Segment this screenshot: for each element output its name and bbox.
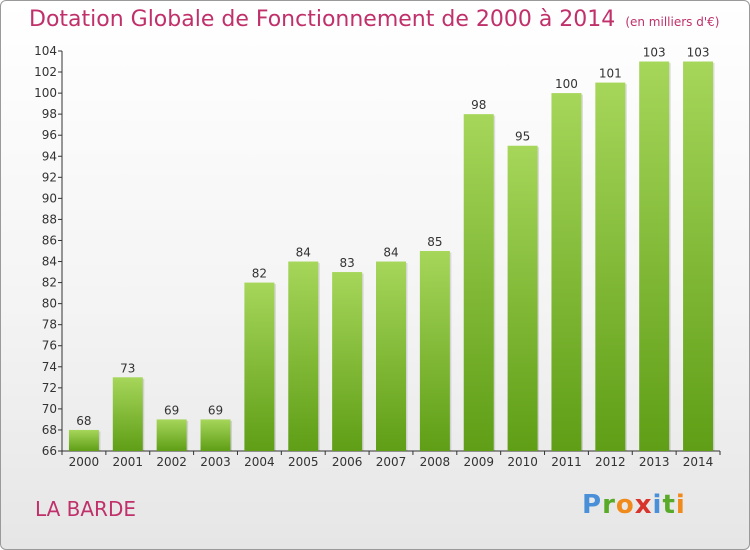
x-tick-label: 2003 (200, 455, 231, 469)
bar-value-label: 85 (427, 235, 442, 249)
x-tick-label: 2011 (551, 455, 582, 469)
x-tick-label: 2012 (595, 455, 626, 469)
y-tick-label: 84 (42, 255, 57, 269)
chart-title: Dotation Globale de Fonctionnement de 20… (29, 7, 719, 32)
chart-unit: (en milliers d'€) (625, 15, 720, 29)
bar-value-label: 95 (515, 130, 530, 144)
y-tick-label: 66 (42, 444, 57, 458)
bar-value-label: 101 (599, 67, 622, 81)
bar (332, 272, 363, 451)
x-tick-label: 2010 (507, 455, 538, 469)
x-tick-label: 2005 (288, 455, 319, 469)
y-tick-label: 96 (42, 128, 57, 142)
x-tick-label: 2002 (156, 455, 187, 469)
place-name: LA BARDE (35, 497, 136, 521)
y-tick-label: 88 (42, 212, 57, 226)
y-axis-ticks: 66 68 70 72 74 76 78 80 82 84 86 88 90 92 94 96 98 100 102… (34, 44, 62, 458)
proxiti-logo[interactable]: Proxiti (582, 490, 686, 520)
bar (244, 282, 275, 451)
bar (112, 377, 143, 451)
logo-letter: P (582, 490, 603, 520)
bar-value-label: 68 (76, 414, 91, 428)
logo-letter: x (634, 490, 653, 520)
bar (507, 145, 538, 451)
bar-value-label: 100 (555, 77, 578, 91)
y-tick-label: 94 (42, 149, 57, 163)
x-tick-label: 2008 (420, 455, 451, 469)
bar (463, 114, 494, 451)
x-tick-label: 2000 (69, 455, 100, 469)
y-tick-label: 68 (42, 423, 57, 437)
bar-value-label: 84 (296, 246, 311, 260)
bar (419, 251, 450, 451)
y-tick-label: 92 (42, 170, 57, 184)
y-tick-label: 72 (42, 381, 57, 395)
bar (595, 82, 626, 451)
bar-value-label: 73 (120, 361, 135, 375)
logo-letter: i (675, 490, 686, 520)
x-tick-label: 2007 (376, 455, 407, 469)
x-tick-label: 2013 (639, 455, 670, 469)
y-tick-label: 100 (34, 86, 57, 100)
bar-value-label: 98 (471, 98, 486, 112)
y-tick-label: 104 (34, 44, 57, 58)
y-tick-label: 78 (42, 318, 57, 332)
bar-value-label: 103 (687, 46, 710, 60)
x-tick-label: 2009 (463, 455, 494, 469)
bar-value-label: 83 (339, 256, 354, 270)
logo-letter: o (615, 490, 635, 520)
y-tick-label: 74 (42, 360, 57, 374)
y-tick-label: 82 (42, 276, 57, 290)
bar-value-label: 69 (164, 403, 179, 417)
bar (200, 419, 231, 451)
bar-value-label: 103 (643, 46, 666, 60)
y-tick-label: 80 (42, 297, 57, 311)
bar (683, 61, 714, 452)
x-axis-ticks: 2000 2001 2002 2003 2004 2005 2006 2007 2008 2009… (61, 451, 721, 469)
bar (639, 61, 670, 452)
bars: 68 73 69 69 82 84 83 84 85 98 95 100 101 103 103 (68, 46, 715, 452)
x-tick-label: 2014 (683, 455, 714, 469)
bar-value-label: 69 (208, 403, 223, 417)
y-tick-label: 102 (34, 65, 57, 79)
bar-value-label: 82 (252, 267, 267, 281)
bar (288, 261, 319, 451)
logo-letter: t (662, 490, 676, 520)
bar (551, 93, 582, 452)
bar (68, 429, 99, 451)
y-tick-label: 70 (42, 402, 57, 416)
y-tick-label: 90 (42, 191, 57, 205)
chart-title-text: Dotation Globale de Fonctionnement de 20… (29, 7, 616, 32)
y-tick-label: 98 (42, 107, 57, 121)
bar-value-label: 84 (383, 246, 398, 260)
y-tick-label: 76 (42, 339, 57, 353)
x-tick-label: 2001 (113, 455, 144, 469)
bar (376, 261, 406, 451)
x-tick-label: 2004 (244, 455, 275, 469)
logo-letter: r (602, 490, 616, 520)
y-tick-label: 86 (42, 233, 57, 247)
x-tick-label: 2006 (332, 455, 363, 469)
bar (156, 419, 187, 451)
logo-letter: i (652, 490, 663, 520)
